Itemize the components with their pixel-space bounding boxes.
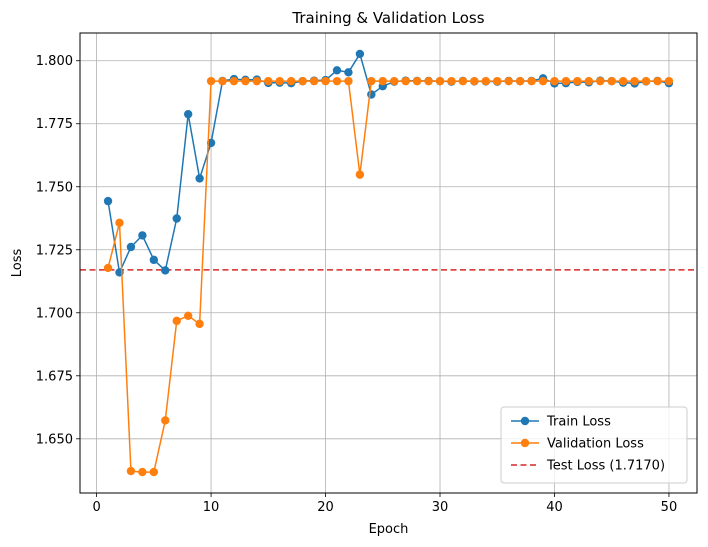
data-point bbox=[470, 76, 479, 86]
data-point bbox=[481, 76, 491, 86]
y-tick-label: 1.725 bbox=[36, 243, 73, 258]
data-point bbox=[172, 214, 181, 223]
data-point bbox=[584, 76, 594, 86]
data-point bbox=[504, 76, 513, 86]
data-point bbox=[424, 76, 433, 86]
legend-entry: Validation Loss bbox=[511, 437, 644, 452]
x-tick-label: 20 bbox=[317, 500, 334, 515]
data-point bbox=[618, 76, 628, 86]
data-point bbox=[229, 76, 239, 86]
data-point bbox=[103, 196, 113, 206]
data-point bbox=[115, 218, 124, 227]
legend-entry: Test Loss (1.7170) bbox=[511, 459, 665, 474]
data-point bbox=[458, 76, 468, 86]
series-layer bbox=[103, 49, 674, 477]
data-point bbox=[344, 68, 353, 77]
series-line bbox=[107, 53, 670, 274]
legend-marker bbox=[520, 416, 530, 426]
data-point bbox=[241, 76, 250, 86]
data-point bbox=[664, 76, 674, 86]
data-point bbox=[252, 76, 262, 86]
data-point bbox=[447, 76, 456, 86]
x-tick-label: 40 bbox=[546, 500, 563, 515]
x-tick-label: 0 bbox=[92, 500, 100, 515]
data-point bbox=[183, 109, 193, 119]
legend: Train Loss Validation Loss Test Loss (1.71… bbox=[500, 406, 688, 484]
data-point bbox=[378, 76, 387, 86]
y-tick-label: 1.650 bbox=[36, 432, 73, 447]
data-point bbox=[596, 76, 605, 86]
data-point bbox=[493, 76, 502, 86]
legend-marker bbox=[520, 438, 530, 448]
data-point bbox=[401, 76, 410, 86]
data-point bbox=[126, 242, 136, 252]
data-point bbox=[298, 76, 307, 86]
data-point bbox=[218, 76, 227, 86]
x-axis-label: Epoch bbox=[369, 522, 409, 537]
data-point bbox=[435, 76, 445, 86]
legend-label: Train Loss bbox=[546, 415, 611, 430]
data-point bbox=[149, 255, 159, 265]
data-point bbox=[332, 76, 342, 86]
data-point bbox=[103, 263, 113, 273]
data-point bbox=[630, 76, 639, 86]
x-axis-ticks: 0 10 20 30 40 50 bbox=[92, 493, 677, 515]
data-point bbox=[138, 467, 147, 477]
data-point bbox=[332, 66, 342, 75]
y-tick-label: 1.700 bbox=[36, 306, 73, 321]
grid bbox=[80, 33, 697, 493]
data-point bbox=[321, 76, 330, 86]
legend-box bbox=[500, 406, 688, 484]
data-point bbox=[161, 266, 170, 275]
x-tick-label: 50 bbox=[661, 500, 678, 515]
x-tick-label: 30 bbox=[432, 500, 449, 515]
y-tick-label: 1.750 bbox=[36, 180, 73, 195]
data-point bbox=[286, 76, 296, 86]
plot-area-frame bbox=[79, 32, 698, 494]
data-point bbox=[126, 466, 136, 476]
x-tick-label: 10 bbox=[203, 500, 220, 515]
data-point bbox=[561, 76, 571, 86]
data-point bbox=[206, 76, 216, 86]
data-point bbox=[515, 76, 525, 86]
data-point bbox=[573, 76, 582, 86]
data-point bbox=[149, 467, 159, 477]
data-point bbox=[355, 170, 365, 179]
y-tick-label: 1.675 bbox=[36, 369, 73, 384]
data-point bbox=[367, 76, 376, 86]
y-tick-label: 1.800 bbox=[36, 54, 73, 69]
y-axis-ticks: 1.650 1.675 1.700 1.725 1.750 1.775 1.800 bbox=[36, 54, 80, 447]
data-point bbox=[172, 316, 181, 326]
y-tick-label: 1.775 bbox=[36, 117, 73, 132]
data-point bbox=[355, 49, 365, 59]
legend-label: Validation Loss bbox=[547, 437, 644, 452]
data-point bbox=[412, 76, 422, 86]
data-point bbox=[138, 231, 147, 240]
data-point bbox=[538, 76, 548, 86]
data-point bbox=[527, 76, 536, 86]
data-point bbox=[367, 90, 376, 99]
data-point bbox=[161, 416, 170, 425]
legend-entry: Train Loss bbox=[511, 415, 611, 430]
chart-title: Training & Validation Loss bbox=[291, 9, 484, 27]
data-point bbox=[264, 76, 273, 86]
data-point bbox=[195, 319, 204, 329]
data-point bbox=[344, 76, 353, 86]
data-point bbox=[653, 76, 662, 86]
data-point bbox=[550, 76, 559, 86]
data-point bbox=[390, 76, 399, 86]
y-axis-label: Loss bbox=[10, 249, 25, 278]
series-validation-loss bbox=[103, 76, 674, 477]
data-point bbox=[195, 174, 204, 183]
data-point bbox=[607, 76, 616, 86]
legend-label: Test Loss (1.7170) bbox=[546, 459, 665, 474]
data-point bbox=[183, 311, 193, 321]
data-point bbox=[641, 76, 651, 86]
data-point bbox=[309, 76, 319, 86]
data-point bbox=[275, 76, 284, 86]
